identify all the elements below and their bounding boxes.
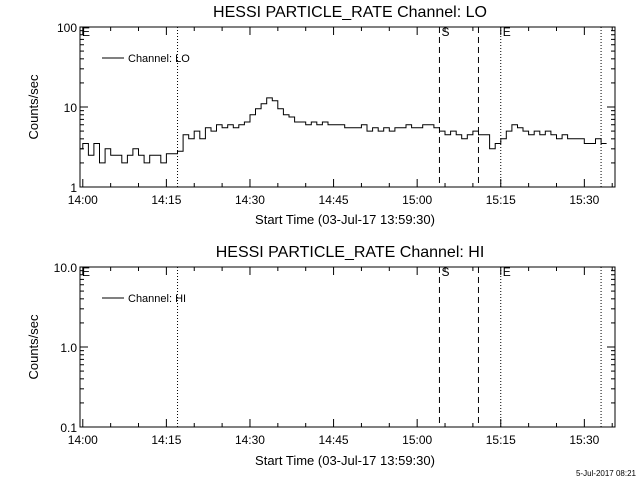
x-tick-label: 14:00 bbox=[68, 193, 98, 207]
x-tick-label: 14:15 bbox=[151, 433, 181, 447]
x-tick-label: 14:00 bbox=[68, 433, 98, 447]
event-marker-label: E bbox=[82, 25, 90, 39]
legend-label: Channel: LO bbox=[128, 53, 190, 65]
event-marker-label: E bbox=[503, 25, 511, 39]
event-marker-label: E bbox=[503, 265, 511, 279]
x-tick-label: 15:00 bbox=[402, 193, 432, 207]
y-tick-label: 10 bbox=[64, 101, 78, 115]
x-tick-label: 14:45 bbox=[319, 433, 349, 447]
event-marker-label: S bbox=[441, 265, 449, 279]
x-tick-label: 14:45 bbox=[319, 193, 349, 207]
footer-timestamp: 5-Jul-2017 08:21 bbox=[576, 469, 637, 478]
series-line bbox=[80, 97, 607, 164]
plot-frame bbox=[79, 26, 616, 188]
plot-frame bbox=[79, 266, 616, 428]
event-marker-label: E bbox=[82, 265, 90, 279]
y-tick-label: 1.0 bbox=[60, 341, 77, 355]
x-tick-label: 15:30 bbox=[569, 193, 599, 207]
y-tick-label: 10.0 bbox=[54, 261, 78, 275]
x-tick-label: 14:30 bbox=[235, 433, 265, 447]
chart-title: HESSI PARTICLE_RATE Channel: HI bbox=[216, 244, 485, 261]
legend-label: Channel: HI bbox=[128, 293, 186, 305]
chart-title: HESSI PARTICLE_RATE Channel: LO bbox=[213, 4, 487, 21]
y-tick-label: 100 bbox=[57, 21, 77, 35]
y-axis-label: Counts/sec bbox=[26, 314, 41, 380]
x-tick-label: 14:15 bbox=[151, 193, 181, 207]
x-axis-label: Start Time (03-Jul-17 13:59:30) bbox=[255, 212, 435, 227]
event-marker-label: S bbox=[441, 25, 449, 39]
x-tick-label: 15:30 bbox=[569, 433, 599, 447]
x-tick-label: 15:00 bbox=[402, 433, 432, 447]
y-tick-label: 1 bbox=[70, 181, 77, 195]
panel-hi: HESSI PARTICLE_RATE Channel: HI Counts/s… bbox=[26, 244, 616, 468]
panel-lo: HESSI PARTICLE_RATE Channel: LO Counts/s… bbox=[26, 4, 616, 227]
y-axis-label: Counts/sec bbox=[26, 74, 41, 140]
y-tick-label: 0.1 bbox=[60, 421, 77, 435]
x-tick-label: 14:30 bbox=[235, 193, 265, 207]
x-tick-label: 15:15 bbox=[486, 193, 516, 207]
x-tick-label: 15:15 bbox=[486, 433, 516, 447]
x-axis-label: Start Time (03-Jul-17 13:59:30) bbox=[255, 453, 435, 468]
